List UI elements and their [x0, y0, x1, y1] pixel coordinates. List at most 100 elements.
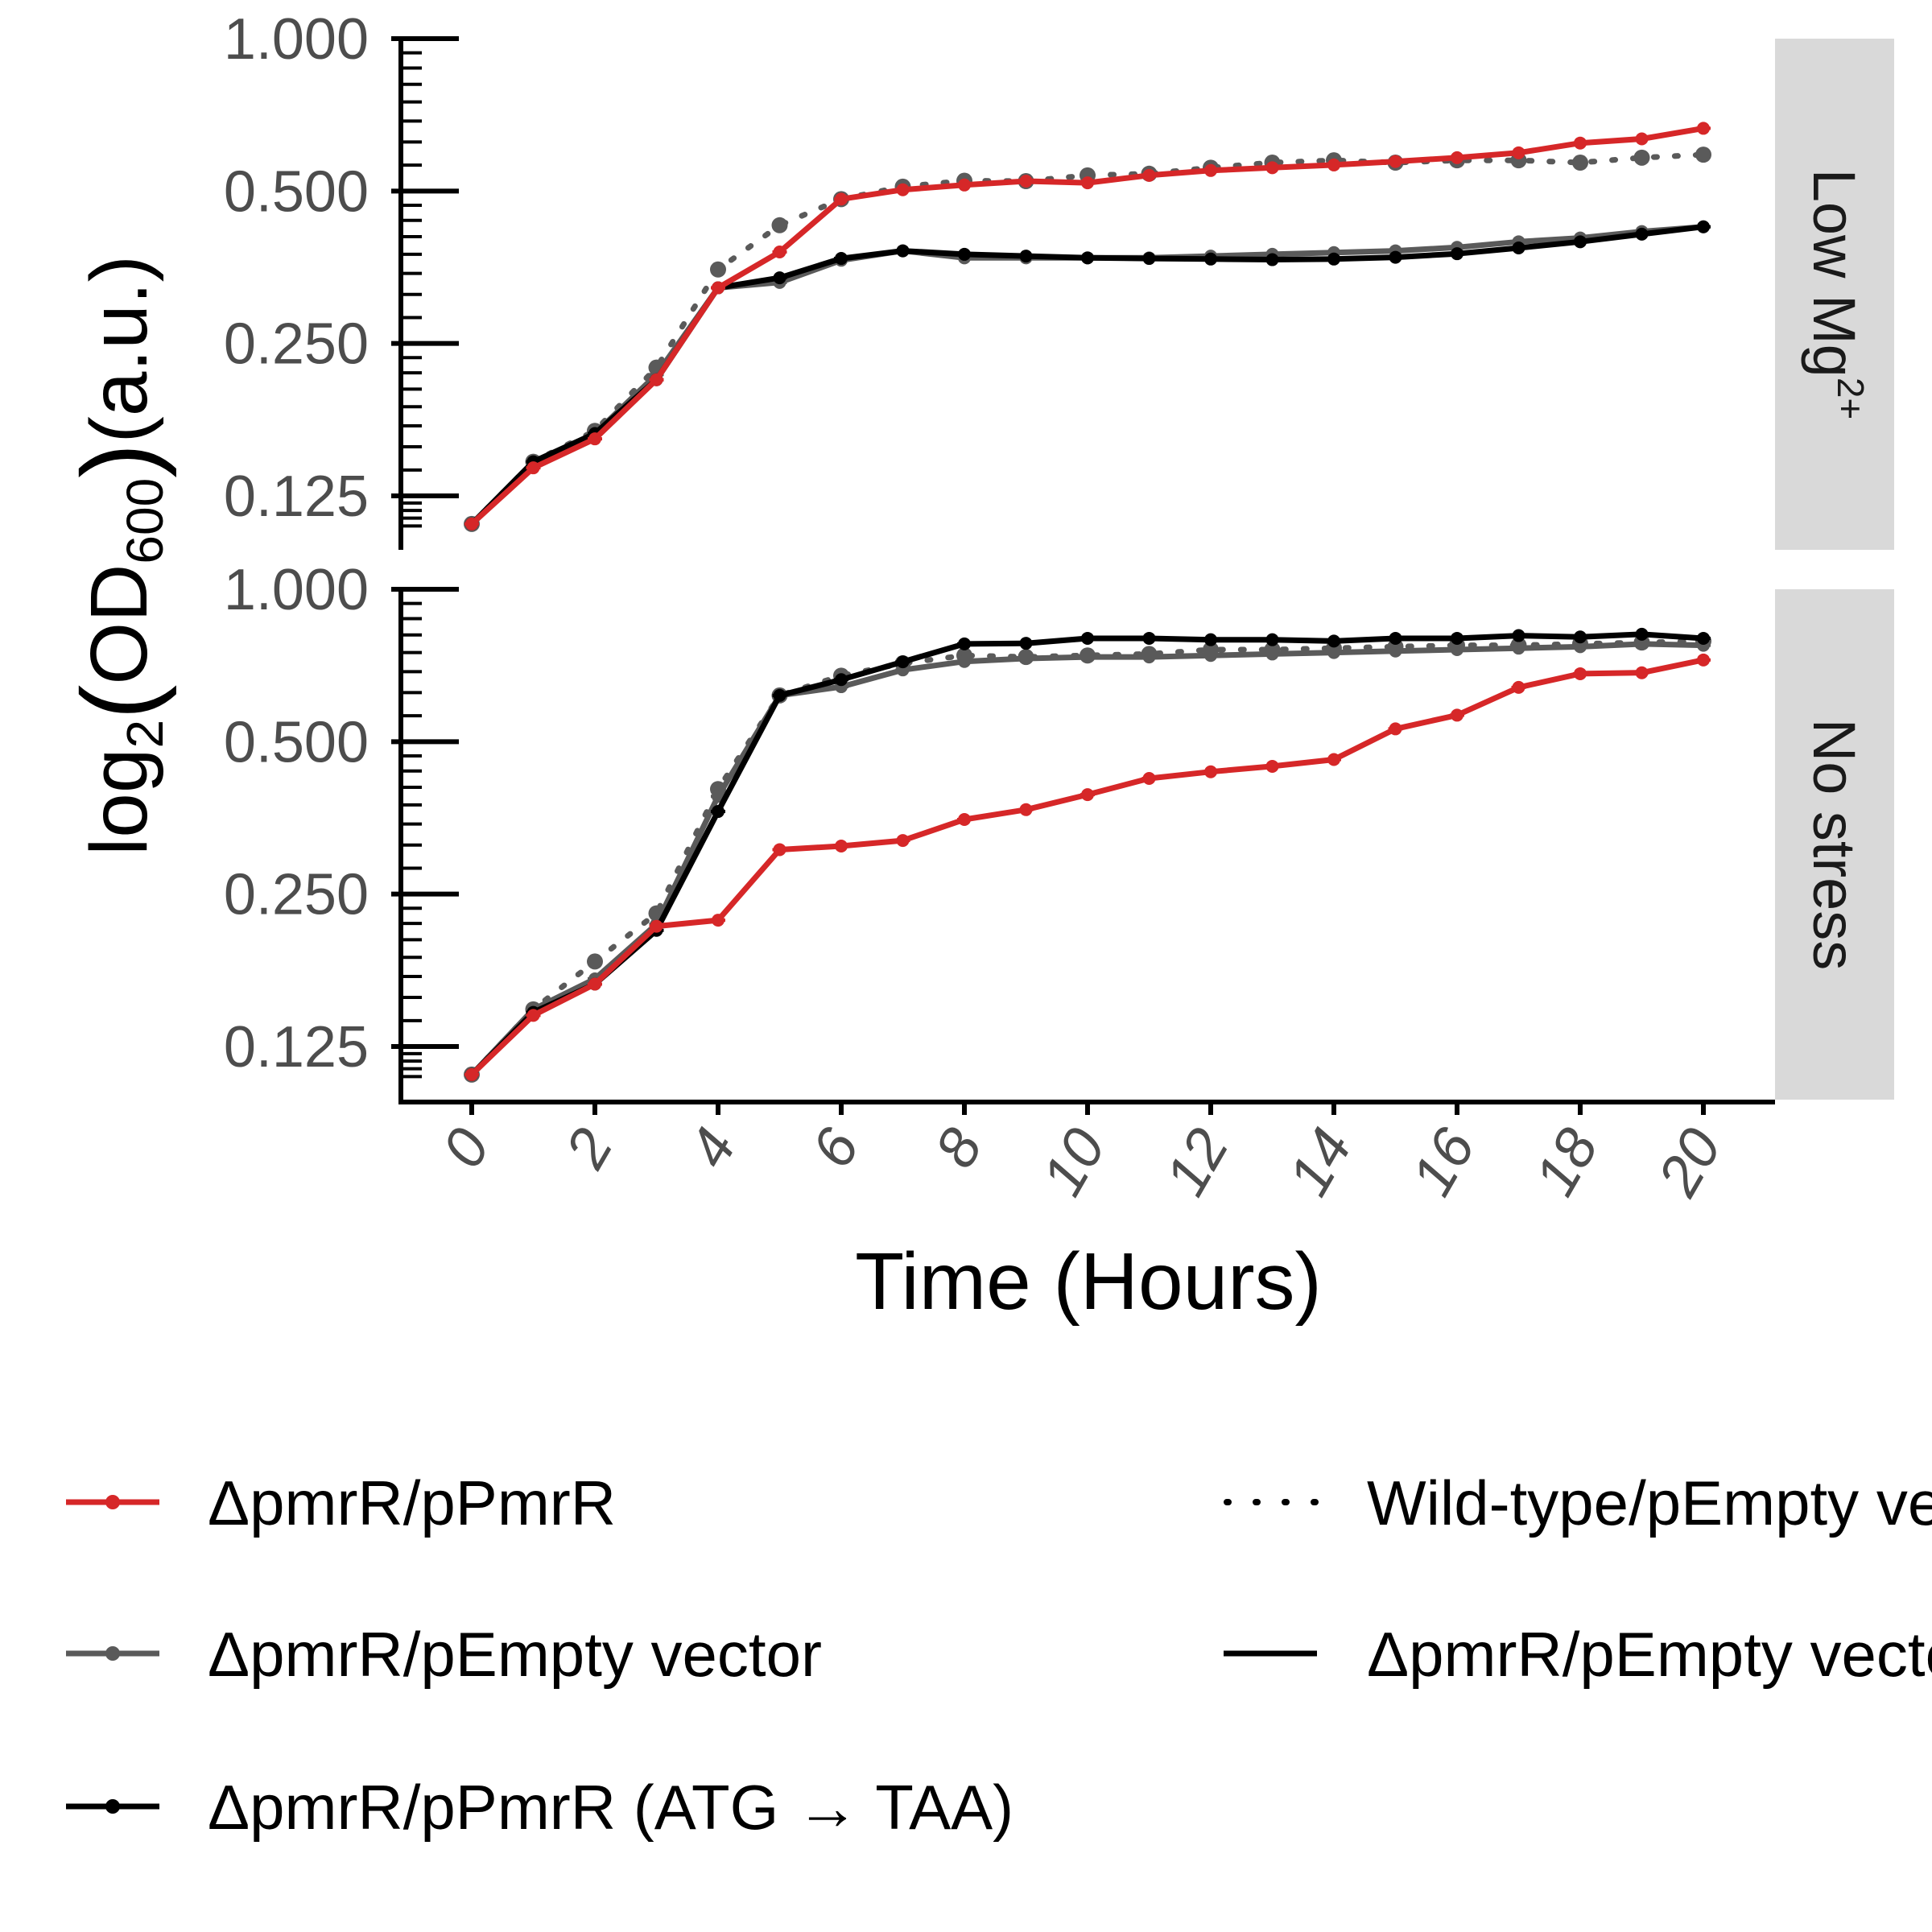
data-point	[1451, 631, 1463, 645]
data-point	[1327, 646, 1340, 659]
data-point	[958, 637, 971, 650]
legend-item: ΔpmrR/pEmpty vector	[66, 1619, 822, 1690]
y-title-sub-wavelength: 600	[116, 478, 174, 564]
y-title-open-paren: (	[60, 685, 177, 720]
data-point	[1327, 753, 1340, 766]
data-point	[1204, 633, 1217, 646]
data-point	[773, 843, 786, 857]
data-point	[773, 246, 786, 259]
data-point	[1142, 252, 1156, 266]
data-point	[1635, 666, 1649, 679]
data-point	[1512, 146, 1525, 159]
strip-label: Low Mg2+	[1801, 169, 1872, 420]
data-point	[1204, 649, 1217, 663]
data-point	[1451, 247, 1463, 261]
data-point	[1019, 175, 1033, 188]
y-title-log: log	[74, 748, 164, 855]
data-point	[958, 654, 971, 668]
y-title-close-paren: )	[60, 443, 177, 477]
y-title-sub-base: 2	[116, 720, 174, 749]
data-point	[958, 247, 971, 261]
strip-background	[1775, 39, 1894, 550]
data-point	[1265, 759, 1279, 773]
y-title-units: (a.u.)	[74, 255, 164, 443]
legend-label: ΔpmrR/pEmpty vector	[1367, 1619, 1932, 1690]
data-point	[1327, 634, 1340, 648]
strip-background	[1775, 589, 1894, 1100]
data-point	[465, 517, 478, 530]
legend-key-point	[105, 1799, 120, 1814]
legend-label: ΔpmrR/pPmrR (ATG → TAA)	[208, 1772, 1013, 1843]
data-point	[1635, 227, 1649, 241]
data-point	[896, 244, 910, 258]
data-point	[1697, 220, 1710, 233]
series-line	[469, 638, 1707, 1078]
data-point	[650, 373, 663, 386]
data-point	[1019, 803, 1033, 816]
data-point	[1204, 765, 1217, 778]
legend-item: ΔpmrR/pEmpty vector	[1224, 1619, 1932, 1690]
data-point	[1451, 708, 1463, 722]
legend-label: Wild-type/pEmpty vector	[1367, 1468, 1932, 1538]
data-point	[710, 261, 726, 278]
series--pmrr-ppmrr	[464, 653, 1711, 1081]
data-point	[588, 977, 601, 991]
data-point	[1389, 722, 1402, 736]
data-point	[1574, 136, 1587, 150]
y-axis: 0.125 0.250 0.500 1.000	[224, 558, 459, 1103]
data-point	[1081, 650, 1094, 664]
legend: ΔpmrR/pPmrR ΔpmrR/pEmpty vector ΔpmrR/pPmr…	[66, 1468, 1932, 1843]
y-tick-label: 0.250	[224, 312, 369, 377]
legend-key-point	[105, 1495, 120, 1509]
data-point	[896, 655, 910, 669]
data-point	[1081, 788, 1094, 802]
data-point	[1142, 631, 1156, 645]
data-point	[1081, 176, 1094, 190]
data-point	[1389, 155, 1402, 168]
data-point	[1081, 251, 1094, 265]
legend-item: ΔpmrR/pPmrR (ATG → TAA)	[66, 1772, 1013, 1843]
data-point	[1697, 653, 1710, 667]
data-point	[1019, 250, 1033, 263]
y-tick-label: 0.500	[224, 159, 369, 224]
data-point	[1265, 647, 1279, 661]
data-point	[773, 271, 786, 285]
data-point	[958, 178, 971, 192]
y-tick-label: 1.000	[224, 558, 369, 622]
data-point	[1327, 158, 1340, 171]
data-point	[1142, 772, 1156, 786]
data-point	[1633, 149, 1650, 166]
legend-label: ΔpmrR/pPmrR	[208, 1468, 616, 1538]
data-point	[588, 432, 601, 446]
legend-label: ΔpmrR/pEmpty vector	[208, 1619, 822, 1690]
strip: No stress	[1775, 589, 1894, 1100]
x-axis-title: Time (Hours)	[855, 1236, 1322, 1327]
data-point	[1512, 680, 1525, 694]
legend-item: ΔpmrR/pPmrR	[66, 1468, 616, 1538]
y-axis: 0.125 0.250 0.500 1.000	[224, 7, 459, 550]
data-point	[526, 1009, 540, 1022]
data-point	[1204, 163, 1217, 177]
data-point	[1142, 650, 1156, 664]
data-point	[1635, 132, 1649, 146]
data-point	[650, 919, 663, 933]
data-point	[1265, 633, 1279, 646]
panel-low-mg: Low Mg2+ 0.125 0.250 0.500 1.000	[224, 7, 1894, 550]
data-point	[773, 688, 786, 702]
panels: Low Mg2+ 0.125 0.250 0.500 1.000 No stress 0.1…	[224, 7, 1894, 1103]
data-point	[1389, 644, 1402, 658]
strip-label-main: Low Mg	[1801, 169, 1868, 378]
strip-label-superscript: 2+	[1830, 378, 1872, 419]
strip: Low Mg2+	[1775, 39, 1894, 550]
data-point	[1451, 151, 1463, 164]
data-point	[1697, 122, 1710, 135]
data-point	[1697, 631, 1710, 645]
data-point	[896, 834, 910, 848]
data-point	[712, 281, 724, 295]
data-point	[1327, 252, 1340, 266]
data-point	[712, 914, 724, 927]
data-point	[1635, 637, 1649, 650]
series--pmrr-ppmrr	[464, 122, 1711, 530]
y-tick-label: 0.250	[224, 863, 369, 927]
